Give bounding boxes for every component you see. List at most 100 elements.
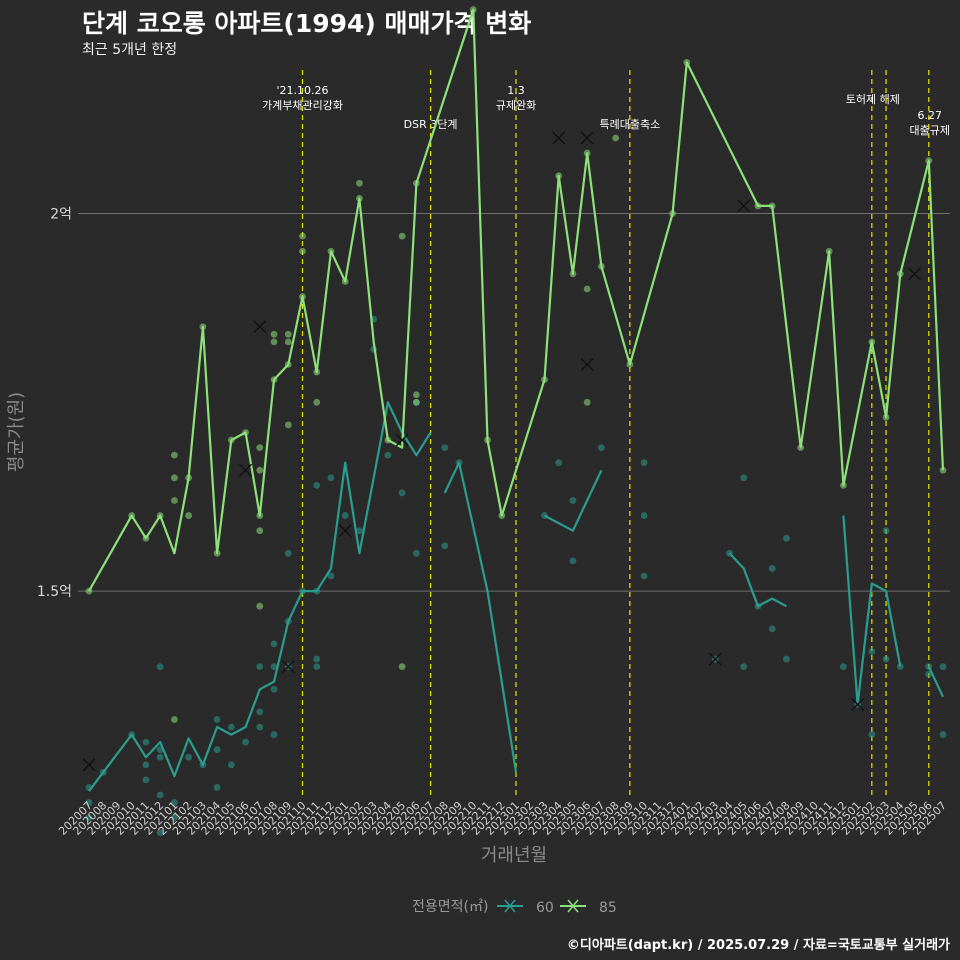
- y-axis-title: 평균가(원): [6, 392, 27, 472]
- series-60-point: [896, 663, 904, 671]
- cross-stroke: [253, 320, 267, 334]
- series-60-point: [640, 572, 648, 580]
- series-60-point: [441, 542, 449, 550]
- series-60-point: [284, 549, 292, 557]
- series-85-point: [412, 391, 420, 399]
- series-60-line: [543, 469, 603, 532]
- series-60-point: [156, 829, 164, 837]
- cross-stroke: [580, 358, 594, 372]
- series-85-point: [171, 474, 178, 482]
- event-label: '21.10.26: [276, 84, 328, 97]
- legend-label: 85: [599, 900, 617, 916]
- series-60-point: [327, 474, 335, 482]
- event-label: DSR 3단계: [404, 118, 458, 131]
- series-85-cross: [552, 131, 566, 145]
- series-60-point: [398, 489, 406, 497]
- series-60-point: [270, 663, 278, 671]
- series-60-point: [142, 761, 150, 769]
- series-60-point: [213, 746, 221, 754]
- chart-subtitle: 최근 5개년 한정: [82, 42, 178, 58]
- series-60-point: [85, 799, 93, 806]
- series-60-cross: [395, 433, 409, 447]
- event-label: 1.3: [507, 84, 525, 97]
- legend-cross: [567, 899, 579, 913]
- legend-label: 60: [536, 900, 554, 916]
- series-60-point: [384, 451, 392, 459]
- series-60-point: [256, 663, 264, 671]
- series-60-point: [156, 791, 164, 799]
- cross-stroke: [708, 652, 722, 666]
- series-85-point: [185, 512, 193, 519]
- series-60-point: [227, 761, 235, 769]
- cross-stroke: [737, 199, 751, 213]
- series-85-point: [256, 527, 264, 535]
- series-60-line: [927, 666, 944, 698]
- series-85-point: [583, 398, 591, 406]
- series-85-cross: [580, 358, 594, 372]
- series-60-point: [882, 655, 890, 663]
- series-85-point: [171, 451, 178, 459]
- series-60-point: [768, 625, 776, 633]
- series-60-point: [171, 814, 178, 822]
- event-label: 토허제 해제: [846, 92, 900, 106]
- cross-stroke: [580, 131, 594, 145]
- series-60-point: [740, 663, 748, 671]
- series-60-cross: [851, 697, 865, 711]
- cross-stroke: [395, 433, 409, 447]
- series-85-point: [256, 444, 264, 452]
- series-60-point: [242, 738, 249, 746]
- series-60-point: [156, 753, 164, 761]
- series-60-point: [412, 549, 420, 557]
- series-60-point: [640, 459, 648, 467]
- series-crosses: [82, 131, 922, 772]
- series-60-point: [327, 572, 335, 580]
- x-axis-ticks: 2020072020082020092020102020112020122021…: [56, 799, 949, 838]
- series-85-line: [88, 8, 945, 592]
- series-60-point: [740, 474, 748, 482]
- x-axis-title: 거래년월: [481, 845, 547, 866]
- event-label: 6.27: [918, 109, 943, 122]
- series-60-cross: [82, 758, 96, 772]
- series-85-point: [284, 338, 292, 346]
- cross-stroke: [851, 697, 865, 711]
- series-60-point: [783, 655, 790, 663]
- series-85-point: [612, 134, 620, 142]
- series-60-point: [783, 534, 790, 542]
- series-60-line: [88, 401, 432, 792]
- series-85-point: [171, 497, 178, 504]
- series-85-cross: [253, 320, 267, 334]
- series-60-point: [882, 527, 890, 535]
- series-85-cross: [908, 267, 922, 281]
- series-60-point: [85, 814, 93, 822]
- series-85-point: [270, 330, 278, 338]
- series-60-cross: [338, 524, 352, 538]
- legend-title: 전용면적(㎡): [412, 899, 488, 915]
- series-60-point: [270, 640, 278, 648]
- cross-stroke: [552, 131, 566, 145]
- series-85-point: [398, 663, 406, 671]
- cross-stroke: [82, 758, 96, 772]
- series-60-line: [842, 515, 902, 706]
- series-60-point: [555, 459, 563, 467]
- cross-stroke: [239, 463, 253, 477]
- cross-stroke: [281, 660, 295, 674]
- y-axis-ticks: 1.5억 2억: [37, 206, 72, 600]
- series-60-point: [213, 716, 221, 723]
- series-60-point: [256, 723, 264, 731]
- event-label: 특례대출축소: [599, 118, 660, 131]
- series-60-line: [728, 552, 787, 608]
- series-60-point: [142, 776, 150, 784]
- event-label: 가계부채관리강화: [262, 99, 343, 112]
- series-60-point: [256, 708, 264, 716]
- series-85-point: [171, 716, 178, 723]
- series-60-point: [441, 444, 449, 452]
- series-60-point: [598, 444, 605, 452]
- cross-stroke: [908, 267, 922, 281]
- event-label: 규제완화: [496, 99, 536, 112]
- series-85-point: [398, 232, 406, 240]
- series-60-point: [313, 655, 321, 663]
- event-label: 대출규제: [910, 124, 950, 137]
- series-60-point: [313, 481, 321, 489]
- series-85-point: [284, 421, 292, 429]
- chart-title: 단계 코오롱 아파트(1994) 매매가격 변화: [82, 9, 532, 38]
